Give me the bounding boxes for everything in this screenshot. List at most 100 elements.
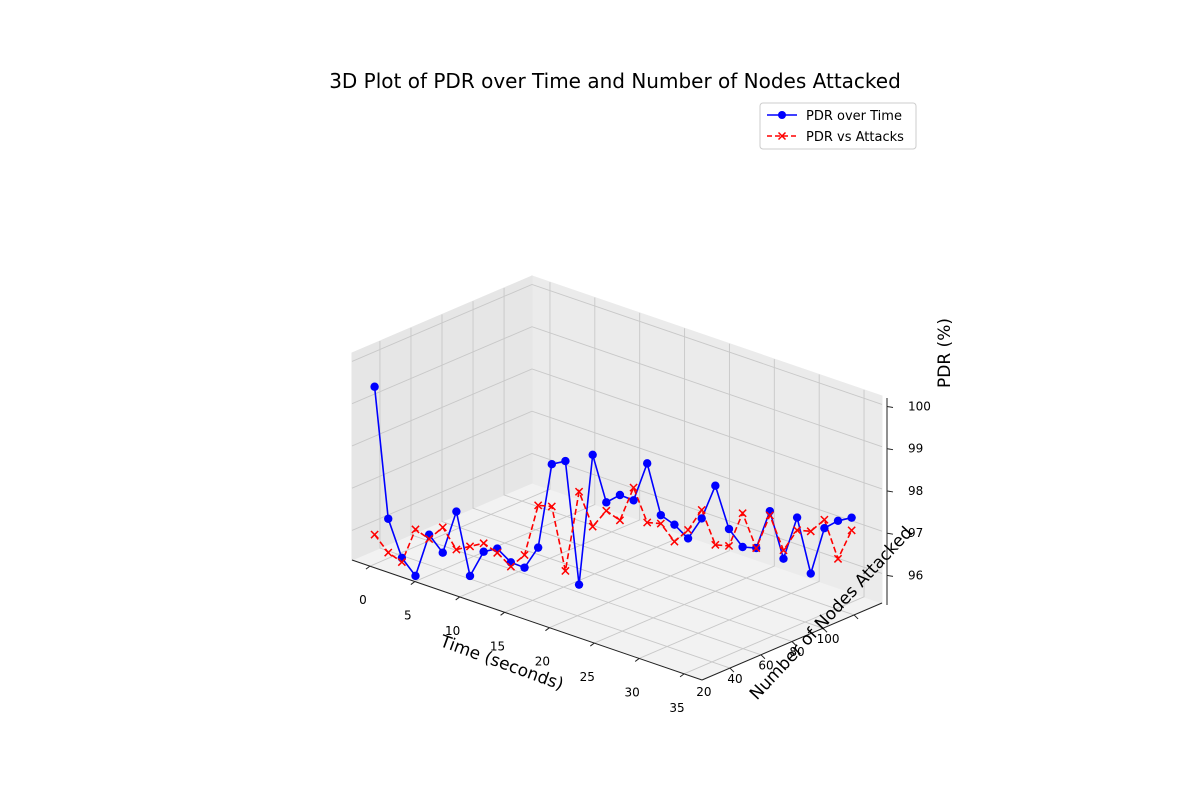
data-point-pdr-over-time: [547, 460, 556, 469]
data-point-pdr-vs-attacks: [724, 541, 734, 551]
z-tick-label: 96: [908, 568, 923, 582]
data-point-pdr-vs-attacks: [806, 527, 815, 536]
x-tick-label: 5: [404, 609, 412, 623]
x-tick-label: 15: [490, 639, 505, 653]
x-tick: [679, 673, 685, 678]
data-point-pdr-vs-attacks: [424, 534, 434, 544]
z-gridline: [351, 326, 883, 448]
data-point-pdr-vs-attacks: [370, 530, 379, 539]
data-point-pdr-over-time: [792, 513, 802, 522]
data-point-pdr-vs-attacks: [479, 539, 488, 548]
x-gridline: [549, 343, 730, 629]
data-point-pdr-over-time: [820, 523, 829, 533]
series-lines: [373, 386, 853, 585]
z-tick: [886, 448, 894, 451]
data-point-pdr-vs-attacks: [847, 526, 856, 535]
data-point-pdr-over-time: [397, 553, 407, 563]
data-point-pdr-vs-attacks: [792, 526, 802, 535]
legend-marker-pdr-vs-attacks: [777, 131, 787, 141]
z-tick-label: 98: [908, 484, 923, 498]
data-point-pdr-vs-attacks: [643, 518, 652, 527]
legend-box: [759, 102, 917, 150]
z-tick: [886, 490, 894, 493]
data-point-pdr-vs-attacks: [711, 540, 720, 549]
y-gridline: [441, 314, 793, 642]
z-gridline: [351, 368, 883, 490]
data-point-pdr-over-time: [588, 450, 597, 459]
data-point-pdr-over-time: [506, 558, 516, 567]
data-point-pdr-over-time: [656, 510, 666, 520]
x-tick-label: 30: [625, 685, 640, 699]
y-tick: [760, 654, 766, 660]
x-gridline: [459, 312, 641, 598]
data-point-pdr-vs-attacks: [779, 546, 788, 555]
y-gridline: [503, 287, 855, 616]
data-point-pdr-vs-attacks: [602, 506, 611, 515]
data-point-pdr-vs-attacks: [629, 483, 638, 492]
x-tick: [455, 596, 460, 601]
x-gridline: [414, 297, 596, 582]
y-tick-label: 40: [727, 672, 742, 686]
y-tick: [729, 667, 735, 673]
chart-title: 3D Plot of PDR over Time and Number of N…: [329, 69, 901, 93]
z-gridline: [351, 410, 883, 532]
series-line-pdr-vs-attacks: [373, 485, 853, 572]
y-tick: [822, 627, 828, 633]
data-point-pdr-vs-attacks: [697, 505, 706, 515]
data-point-pdr-vs-attacks: [561, 566, 570, 576]
x-gridline: [639, 374, 820, 659]
x-tick: [590, 642, 595, 647]
data-point-pdr-over-time: [711, 481, 720, 490]
y-gridline: [410, 327, 762, 656]
data-point-pdr-over-time: [738, 542, 747, 552]
data-point-pdr-over-time: [561, 456, 570, 466]
x-tick: [500, 611, 505, 616]
x-tick: [410, 581, 416, 585]
data-point-pdr-over-time: [370, 382, 379, 391]
data-point-pdr-vs-attacks: [656, 519, 665, 528]
axes-panes: [350, 275, 884, 681]
y-tick: [791, 641, 797, 646]
legend-label-pdr-over-time: PDR over Time: [806, 109, 902, 124]
data-point-pdr-over-time: [847, 513, 856, 522]
data-point-pdr-vs-attacks: [765, 511, 774, 520]
data-point-pdr-vs-attacks: [493, 548, 502, 557]
z-tick: [886, 574, 894, 577]
z-tick-label: 97: [908, 526, 923, 540]
z-tick: [886, 532, 894, 535]
x-tick-label: 0: [359, 593, 367, 607]
data-point-pdr-vs-attacks: [547, 502, 556, 511]
y-gridline: [379, 341, 731, 669]
data-point-pdr-over-time: [411, 571, 420, 581]
y-tick-label: 100: [817, 632, 840, 646]
x-tick: [545, 627, 550, 632]
x-gridline: [594, 359, 775, 644]
legend: PDR over Time PDR vs Attacks: [759, 102, 917, 150]
z-axis-label: PDR (%): [935, 318, 955, 388]
x-tick: [365, 565, 371, 570]
data-point-pdr-over-time: [642, 459, 652, 468]
x-tick-label: 35: [669, 701, 684, 715]
z-tick-label: 100: [908, 399, 931, 413]
data-point-pdr-over-time: [697, 514, 706, 523]
data-point-pdr-vs-attacks: [520, 550, 529, 560]
data-point-pdr-vs-attacks: [438, 523, 447, 532]
x-tick-label: 10: [445, 624, 460, 638]
data-point-pdr-vs-attacks: [506, 562, 516, 571]
data-point-pdr-vs-attacks: [738, 509, 747, 518]
data-point-pdr-over-time: [670, 520, 679, 529]
data-point-pdr-over-time: [765, 506, 775, 516]
z-gridline: [351, 452, 883, 574]
legend-marker-pdr-over-time: [778, 111, 786, 119]
data-point-pdr-over-time: [615, 490, 625, 500]
legend-label-pdr-vs-attacks: PDR vs Attacks: [806, 130, 904, 145]
y-tick-label: 20: [696, 685, 711, 699]
data-point-pdr-vs-attacks: [411, 525, 420, 534]
x-tick: [634, 658, 640, 662]
data-point-pdr-vs-attacks: [683, 525, 693, 535]
x-tick-label: 20: [535, 655, 550, 669]
data-point-pdr-vs-attacks: [615, 516, 625, 525]
data-point-pdr-over-time: [724, 524, 734, 534]
data-point-pdr-over-time: [833, 516, 843, 526]
